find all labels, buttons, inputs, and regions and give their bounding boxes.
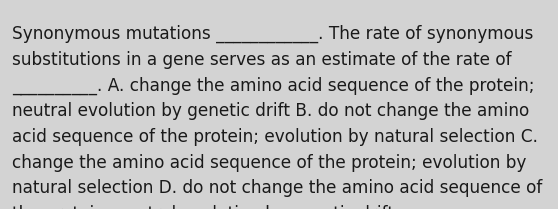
Text: neutral evolution by genetic drift B. do not change the amino: neutral evolution by genetic drift B. do… bbox=[12, 102, 530, 120]
Text: acid sequence of the protein; evolution by natural selection C.: acid sequence of the protein; evolution … bbox=[12, 128, 538, 146]
Text: natural selection D. do not change the amino acid sequence of: natural selection D. do not change the a… bbox=[12, 179, 542, 197]
Text: Synonymous mutations ____________. The rate of synonymous: Synonymous mutations ____________. The r… bbox=[12, 25, 533, 43]
Text: substitutions in a gene serves as an estimate of the rate of: substitutions in a gene serves as an est… bbox=[12, 51, 512, 69]
Text: change the amino acid sequence of the protein; evolution by: change the amino acid sequence of the pr… bbox=[12, 154, 527, 172]
Text: __________. A. change the amino acid sequence of the protein;: __________. A. change the amino acid seq… bbox=[12, 76, 535, 95]
Text: the protein; neutral evolution by genetic drift: the protein; neutral evolution by geneti… bbox=[12, 205, 395, 209]
